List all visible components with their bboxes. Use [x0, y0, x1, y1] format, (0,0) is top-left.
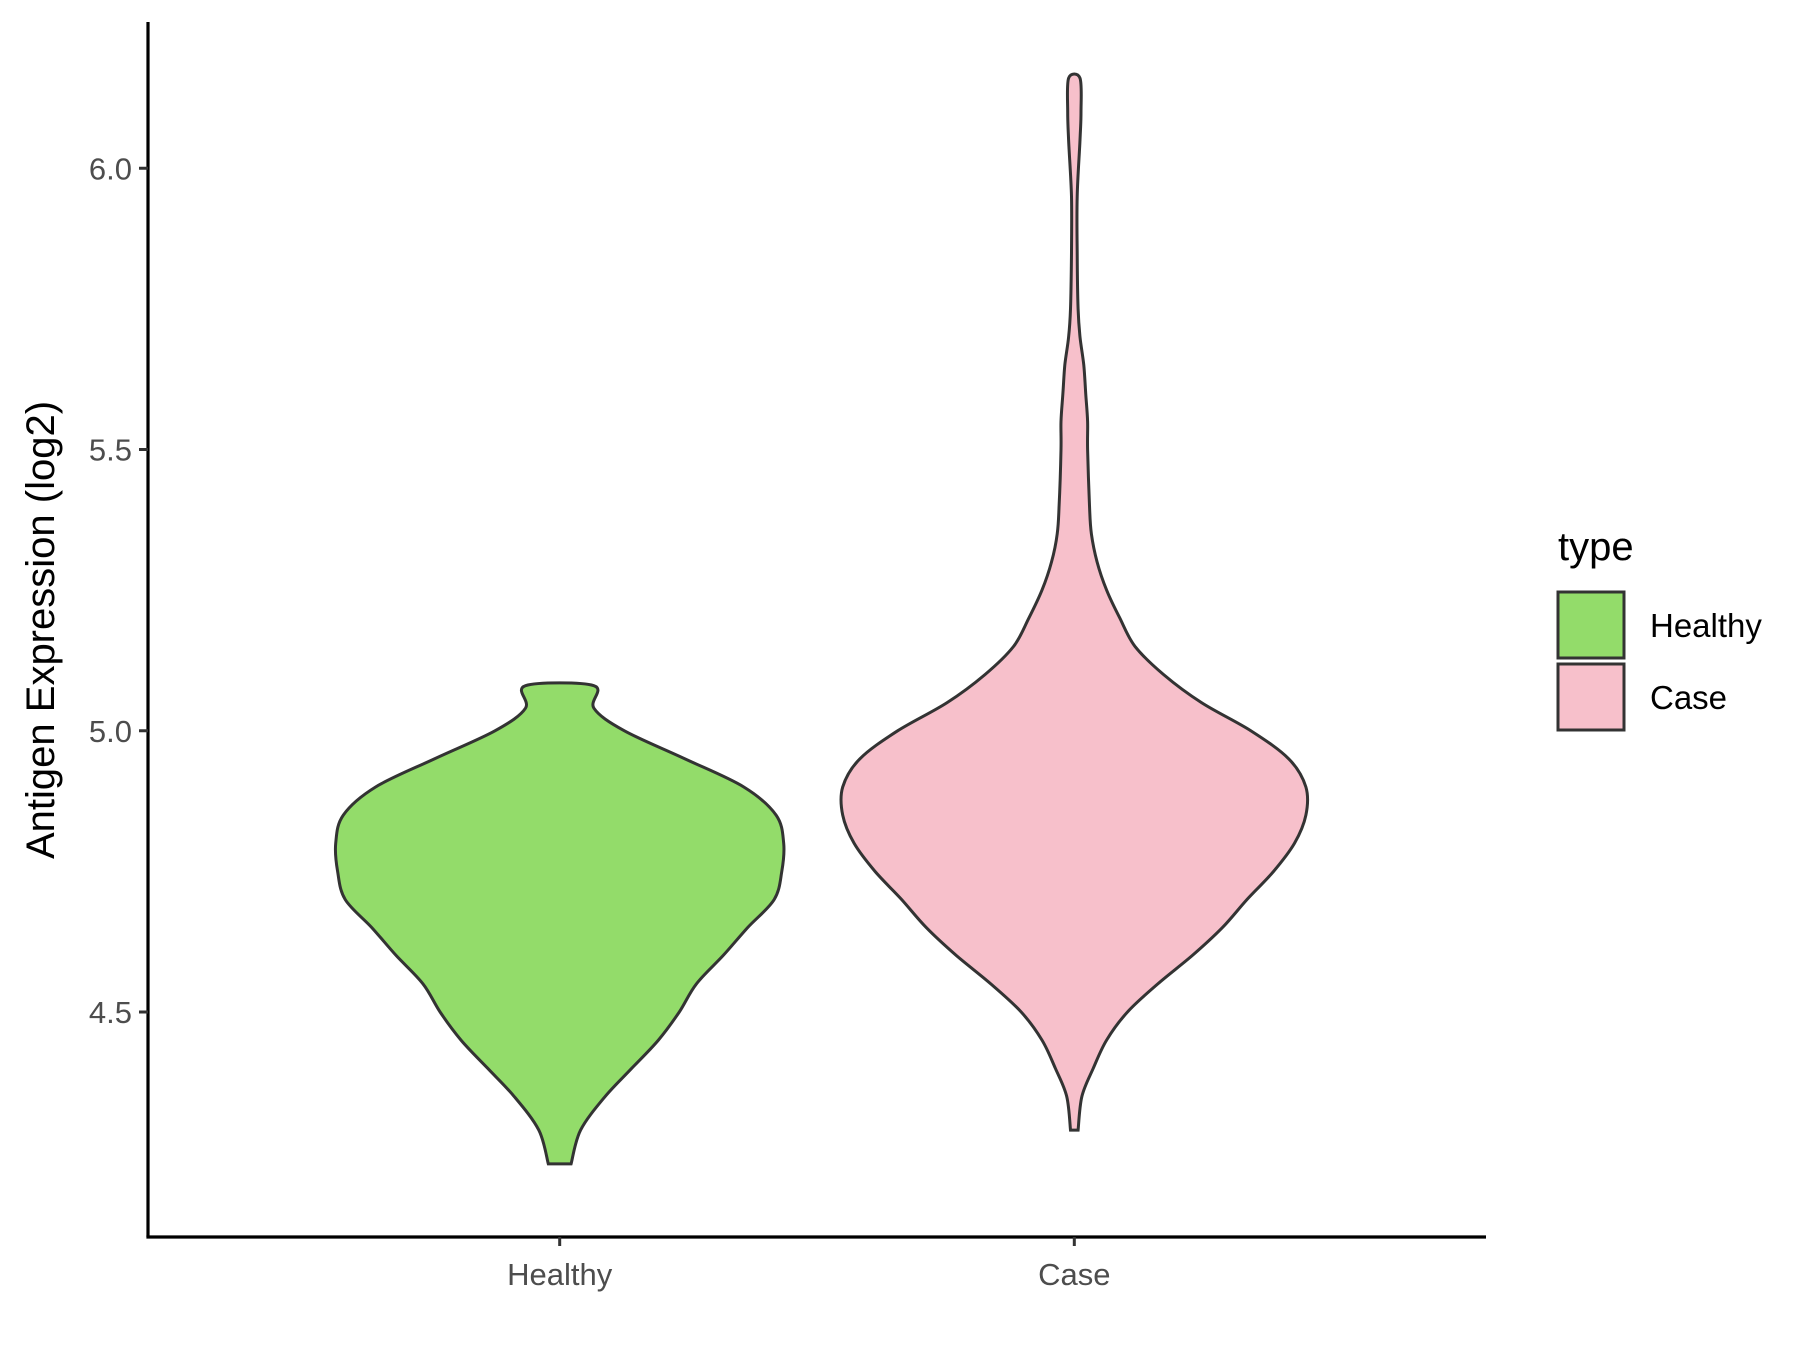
x-tick-label: Healthy: [507, 1257, 613, 1292]
y-axis-title: Antigen Expression (log2): [19, 401, 63, 859]
legend-key-case: [1556, 662, 1626, 732]
y-tick-label: 4.5: [89, 995, 132, 1030]
y-tick-label: 5.0: [89, 714, 132, 749]
plot-area: [333, 72, 1310, 1166]
legend-title: type: [1558, 525, 1634, 569]
y-tick-label: 5.5: [89, 433, 132, 468]
violin-healthy: [333, 681, 786, 1166]
axes: [146, 22, 1486, 1239]
legend-label-case: Case: [1650, 679, 1727, 716]
legend-items: Healthy Case: [1556, 590, 1762, 732]
y-tick-label: 6.0: [89, 151, 132, 186]
legend-label-healthy: Healthy: [1650, 607, 1762, 644]
x-ticks: Healthy Case: [507, 1237, 1110, 1292]
x-tick-label: Case: [1038, 1257, 1110, 1292]
legend: type Healthy Case: [1556, 525, 1762, 732]
violin-case: [839, 72, 1310, 1132]
y-ticks: 4.5 5.0 5.5 6.0: [89, 151, 148, 1030]
legend-key-healthy: [1556, 590, 1626, 660]
